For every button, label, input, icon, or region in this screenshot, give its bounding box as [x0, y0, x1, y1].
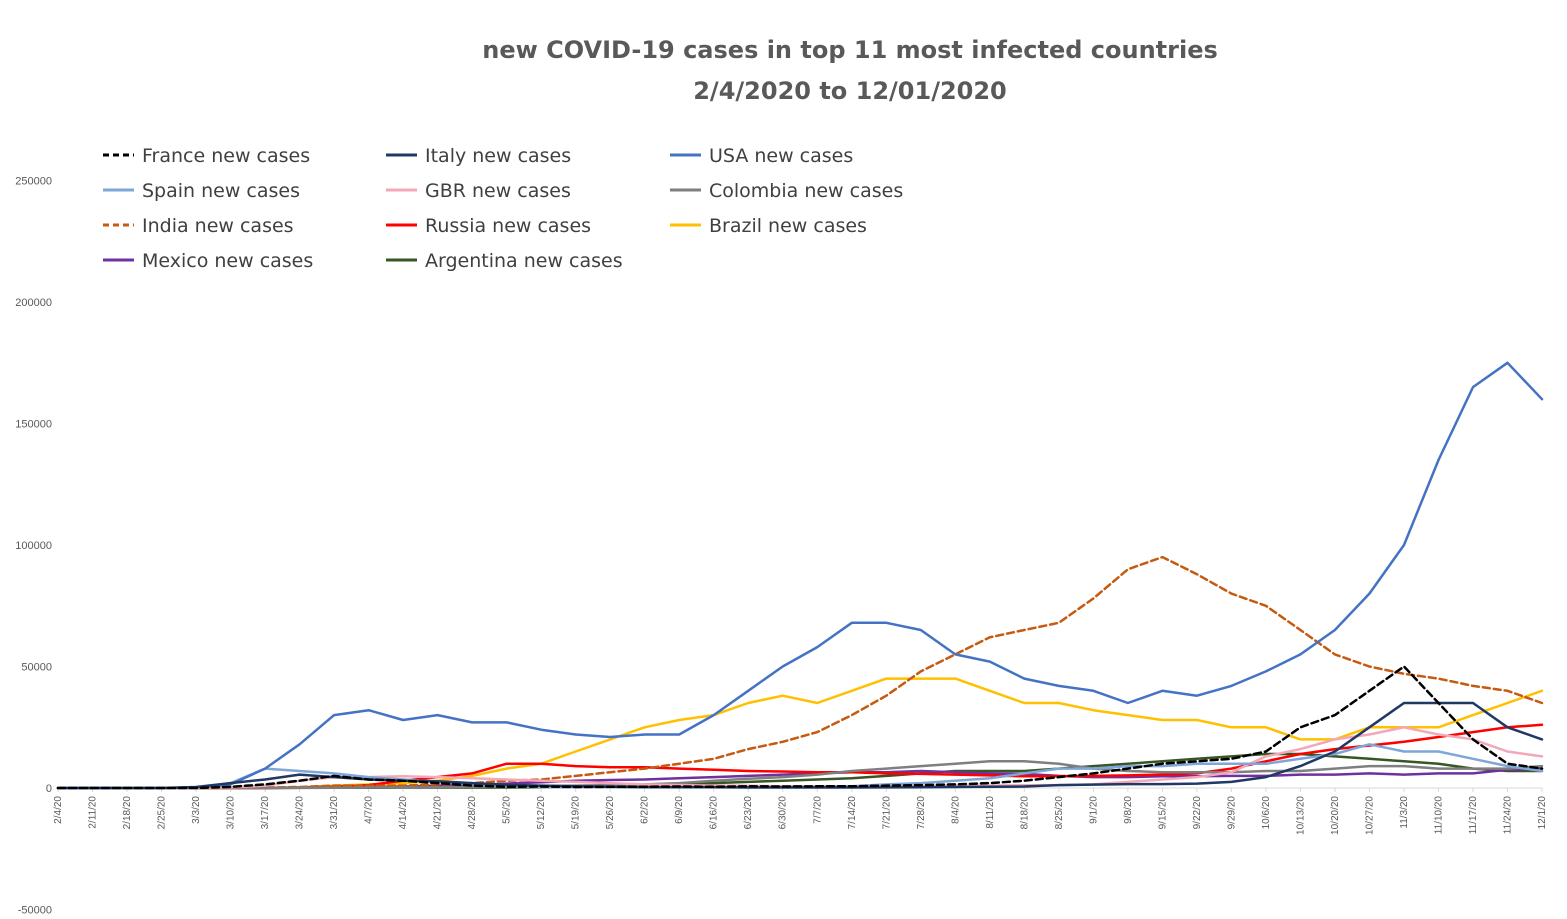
x-tick-label: 8/25/20: [1054, 796, 1065, 830]
x-tick-label: 11/17/20: [1468, 796, 1479, 835]
x-tick-label: 11/10/20: [1433, 796, 1444, 835]
legend-label-france-new-cases: France new cases: [142, 145, 310, 167]
x-tick-label: 10/20/20: [1330, 796, 1341, 835]
x-tick-label: 3/24/20: [295, 796, 306, 830]
legend-label-russia-new-cases: Russia new cases: [425, 215, 591, 237]
y-axis: -50000 0 50000 100000 150000 200000 250000: [15, 176, 52, 917]
x-tick-label: 7/28/20: [916, 796, 927, 830]
x-tick-label: 3/10/20: [226, 796, 237, 830]
y-tick-label: 250000: [15, 176, 52, 188]
x-tick-label: 2/4/20: [53, 796, 64, 824]
x-tick-label: 5/12/20: [536, 796, 547, 830]
x-tick-label: 6/2/20: [640, 796, 651, 824]
x-tick-label: 2/25/20: [157, 796, 168, 830]
x-tick-label: 9/22/20: [1192, 796, 1203, 830]
x-tick-label: 8/11/20: [985, 796, 996, 829]
x-tick-label: 7/21/20: [881, 796, 892, 830]
x-tick-label: 6/9/20: [674, 796, 685, 824]
x-tick-label: 10/27/20: [1364, 796, 1375, 835]
x-tick-label: 2/18/20: [122, 796, 133, 830]
x-tick-label: 3/3/20: [191, 796, 202, 824]
x-tick-label: 6/23/20: [743, 796, 754, 830]
chart-title-line-1: new COVID-19 cases in top 11 most infect…: [482, 36, 1218, 64]
legend-label-spain-new-cases: Spain new cases: [142, 180, 300, 202]
x-tick-label: 4/21/20: [433, 796, 444, 830]
x-tick-label: 10/13/20: [1295, 796, 1306, 835]
y-tick-label: 0: [46, 783, 52, 795]
legend-label-brazil-new-cases: Brazil new cases: [709, 215, 867, 237]
x-tick-label: 6/16/20: [709, 796, 720, 830]
x-tick-label: 4/7/20: [364, 796, 375, 824]
x-tick-label: 8/4/20: [950, 796, 961, 824]
x-tick-label: 9/29/20: [1226, 796, 1237, 830]
legend-label-colombia-new-cases: Colombia new cases: [709, 180, 903, 202]
x-tick-label: 9/1/20: [1088, 796, 1099, 824]
x-tick-label: 8/18/20: [1019, 796, 1030, 830]
x-tick-label: 10/6/20: [1261, 796, 1272, 830]
x-tick-label: 9/8/20: [1123, 796, 1134, 824]
legend-label-india-new-cases: India new cases: [142, 215, 294, 237]
x-tick-label: 9/15/20: [1157, 796, 1168, 830]
x-tick-label: 3/31/20: [329, 796, 340, 830]
x-tick-label: 2/11/20: [88, 796, 99, 829]
x-tick-label: 12/1/20: [1537, 796, 1548, 830]
x-tick-label: 5/26/20: [605, 796, 616, 830]
x-tick-label: 7/7/20: [812, 796, 823, 824]
legend-label-italy-new-cases: Italy new cases: [425, 145, 571, 167]
x-tick-label: 3/17/20: [260, 796, 271, 830]
y-tick-label: -50000: [18, 905, 52, 917]
legend-label-usa-new-cases: USA new cases: [709, 145, 853, 167]
y-tick-label: 50000: [21, 662, 52, 674]
y-tick-label: 150000: [15, 419, 52, 431]
series-line-france-new-cases: [56, 665, 1544, 790]
x-tick-label: 11/3/20: [1399, 796, 1410, 829]
legend-label-mexico-new-cases: Mexico new cases: [142, 250, 313, 272]
series-line-usa-new-cases: [56, 361, 1544, 790]
legend: France new cases Italy new cases USA new c…: [103, 145, 903, 272]
chart-title-line-2: 2/4/2020 to 12/01/2020: [693, 77, 1007, 105]
x-tick-label: 4/14/20: [398, 796, 409, 830]
y-tick-label: 200000: [15, 297, 52, 309]
x-tick-label: 5/19/20: [571, 796, 582, 830]
x-tick-label: 6/30/20: [778, 796, 789, 830]
series-group: [56, 361, 1544, 790]
x-tick-label: 4/28/20: [467, 796, 478, 830]
x-tick-label: 11/24/20: [1502, 796, 1513, 835]
series-line-colombia-new-cases: [56, 760, 1544, 790]
x-tick-label: 5/5/20: [502, 796, 513, 824]
x-tick-label: 7/14/20: [847, 796, 858, 830]
legend-label-gbr-new-cases: GBR new cases: [425, 180, 571, 202]
legend-label-argentina-new-cases: Argentina new cases: [425, 250, 623, 272]
y-tick-label: 100000: [15, 540, 52, 552]
